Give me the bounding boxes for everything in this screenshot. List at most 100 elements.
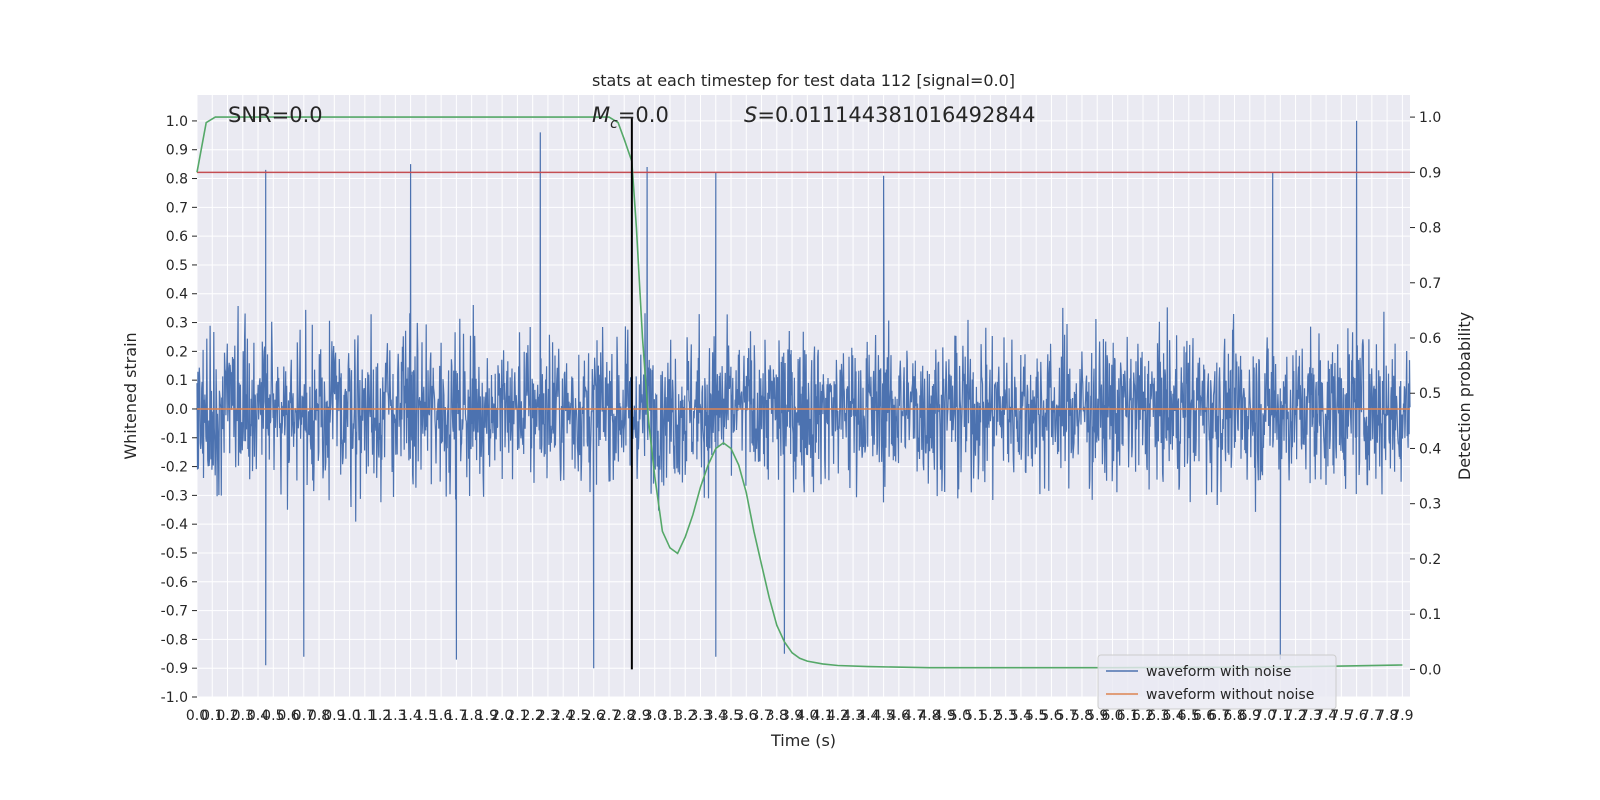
x-tick-label: 7.7 [1361, 708, 1383, 724]
y-tick-label: -0.4 [161, 517, 188, 533]
x-tick-label: 5.7 [1056, 708, 1078, 724]
x-tick-label: 1.9 [476, 708, 498, 724]
x-tick-label: 6.5 [1178, 708, 1200, 724]
x-tick-label: 0.2 [216, 708, 238, 724]
x-tick-label: 1.2 [369, 708, 391, 724]
x-tick-label: 5.5 [1025, 708, 1047, 724]
mc-subscript: c [610, 116, 618, 132]
x-tick-label: 7.1 [1269, 708, 1291, 724]
x-tick-label: 3.3 [689, 708, 711, 724]
x-tick-label: 0.9 [323, 708, 345, 724]
x-tick-label: 0.7 [293, 708, 315, 724]
detection-probability-line [196, 116, 1403, 669]
y-tick-label: 0.0 [166, 402, 188, 418]
x-tick-label: 0.1 [201, 708, 223, 724]
y-tick-label: 0.2 [166, 344, 188, 360]
x-tick-label: 4.9 [934, 708, 956, 724]
mc-value: =0.0 [618, 103, 669, 127]
x-tick-label: 0.0 [186, 708, 208, 724]
x-tick-label: 7.9 [1391, 708, 1413, 724]
legend-box [1097, 654, 1337, 710]
x-tick-label: 3.5 [720, 708, 742, 724]
x-tick-label: 1.0 [338, 708, 360, 724]
x-tick-label: 2.8 [613, 708, 635, 724]
legend: waveform with noise waveform without noi… [1097, 654, 1337, 710]
mc-annotation: Mc=0.0 [592, 103, 669, 132]
x-tick-label: 4.3 [842, 708, 864, 724]
x-tick-label: 2.9 [628, 708, 650, 724]
x-tick-label: 2.6 [583, 708, 605, 724]
y2-tick-label: 1.0 [1419, 110, 1441, 126]
x-tick-label: 1.8 [461, 708, 483, 724]
x-tick-label: 1.6 [430, 708, 452, 724]
y-tick-label: 0.6 [166, 229, 188, 245]
x-tick-label: 4.2 [827, 708, 849, 724]
x-tick-label: 4.4 [857, 708, 879, 724]
series-lines [196, 116, 1410, 670]
y-axis-label: Whitened strain [121, 332, 140, 459]
x-tick-label: 4.6 [888, 708, 910, 724]
y-tick-label: -0.9 [161, 661, 188, 677]
x-tick-label: 1.1 [354, 708, 376, 724]
x-tick-label: 3.7 [750, 708, 772, 724]
x-tick-label: 2.4 [552, 708, 574, 724]
x-tick-label: 7.3 [1300, 708, 1322, 724]
x-tick-label: 1.7 [445, 708, 467, 724]
x-tick-label: 6.7 [1208, 708, 1230, 724]
x-tick-label: 2.5 [567, 708, 589, 724]
y-tick-label: 0.8 [166, 172, 188, 188]
x-tick-label: 6.0 [1101, 708, 1123, 724]
x-tick-label: 6.4 [1162, 708, 1184, 724]
x-tick-label: 5.0 [949, 708, 971, 724]
x-tick-label: 7.4 [1315, 708, 1337, 724]
y2-tick-label: 0.0 [1419, 662, 1441, 678]
x-tick-label: 3.8 [766, 708, 788, 724]
x-tick-label: 5.4 [1010, 708, 1032, 724]
y2-tick-label: 0.6 [1419, 331, 1441, 347]
y2-tick-label: 0.7 [1419, 276, 1441, 292]
x-tick-label: 4.1 [811, 708, 833, 724]
y2-tick-labels: 1.0 0.9 0.8 0.7 0.6 0.5 0.4 0.3 0.2 0.1 0.0 [1410, 110, 1441, 678]
y2-tick-label: 0.9 [1419, 165, 1441, 181]
x-tick-label: 2.7 [598, 708, 620, 724]
y2-axis-label: Detection probability [1455, 312, 1474, 480]
mc-symbol: M [592, 103, 610, 127]
y-tick-label: 0.9 [166, 143, 188, 159]
x-tick-label: 1.5 [415, 708, 437, 724]
x-tick-label: 2.3 [537, 708, 559, 724]
x-tick-label: 3.0 [644, 708, 666, 724]
x-tick-label: 0.4 [247, 708, 269, 724]
x-tick-label: 4.5 [872, 708, 894, 724]
x-tick-label: 0.8 [308, 708, 330, 724]
x-tick-label: 5.2 [979, 708, 1001, 724]
x-tick-label: 2.2 [522, 708, 544, 724]
s-value: =0.011144381016492844 [757, 103, 1035, 127]
x-tick-label: 7.6 [1345, 708, 1367, 724]
y2-tick-label: 0.1 [1419, 607, 1441, 623]
x-tick-label: 2.0 [491, 708, 513, 724]
x-tick-label: 7.2 [1284, 708, 1306, 724]
x-tick-label: 5.1 [964, 708, 986, 724]
y2-tick-label: 0.5 [1419, 386, 1441, 402]
y-tick-label: -0.5 [161, 546, 188, 562]
s-symbol: S [744, 103, 757, 127]
x-tick-label: 6.6 [1193, 708, 1215, 724]
y-tick-label: -0.3 [161, 488, 188, 504]
y-tick-label: -0.1 [161, 431, 188, 447]
x-tick-label: 0.5 [262, 708, 284, 724]
y2-tick-label: 0.4 [1419, 441, 1441, 457]
y2-tick-label: 0.3 [1419, 497, 1441, 513]
y-tick-label: 0.5 [166, 258, 188, 274]
x-tick-label: 3.9 [781, 708, 803, 724]
y-tick-label: -0.8 [161, 632, 188, 648]
x-tick-label: 1.4 [399, 708, 421, 724]
x-tick-label: 1.3 [384, 708, 406, 724]
x-tick-label: 4.0 [796, 708, 818, 724]
chart-title: stats at each timestep for test data 112… [592, 71, 1015, 90]
x-tick-label: 7.8 [1376, 708, 1398, 724]
y-tick-labels: 1.0 0.9 0.8 0.7 0.6 0.5 0.4 0.3 0.2 0.1 0.0 -0.1 -0.… [161, 114, 197, 706]
x-tick-label: 0.3 [232, 708, 254, 724]
x-tick-label: 3.2 [674, 708, 696, 724]
x-tick-label: 0.6 [277, 708, 299, 724]
y-tick-label: 0.7 [166, 200, 188, 216]
